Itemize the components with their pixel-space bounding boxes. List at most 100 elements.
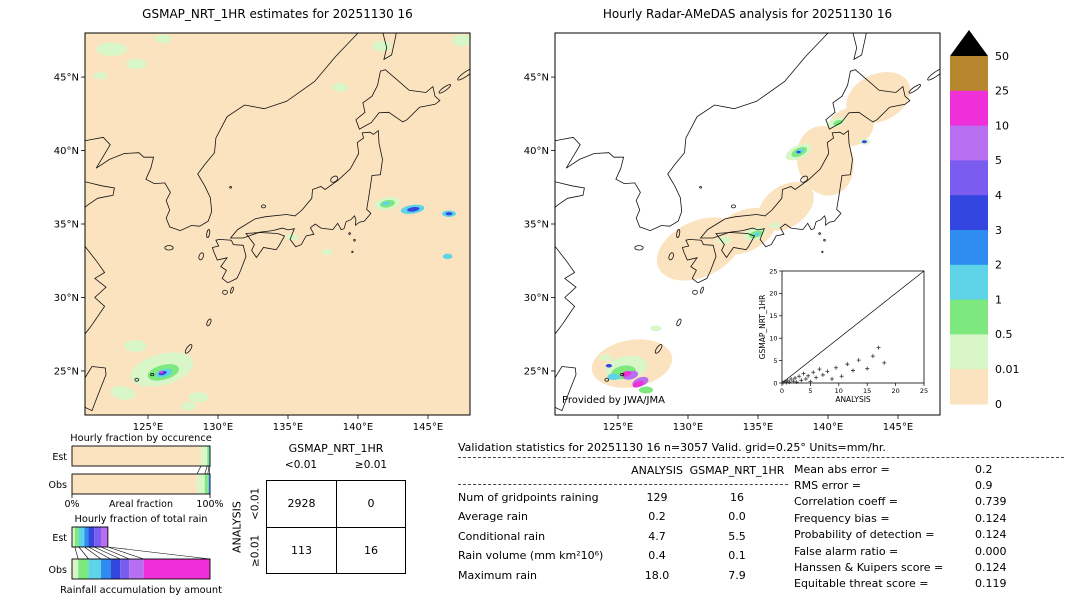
contingency-row-label-above: ≥0.01 [249, 534, 262, 567]
metric-value: 0.119 [975, 577, 1007, 591]
coastline [555, 181, 585, 208]
bar-segment-green [78, 559, 89, 579]
metric-value: 0.124 [975, 528, 1007, 542]
bar-segment-peach [72, 446, 202, 466]
lon-tick-label: 140°E [813, 422, 843, 430]
inset-y-tick-label: 25 [769, 267, 777, 275]
scatter-point [803, 376, 808, 381]
left-map-title: GSMAP_NRT_1HR estimates for 20251130 16 [142, 7, 413, 21]
colorbar-tick-label: 3 [995, 224, 1002, 237]
island-outline [692, 289, 698, 295]
radar-amedas-map-panel: 45°N 40°N 35°N 30°N 25°N 125°E 130°E 135°E 140°E… [520, 25, 950, 433]
rain-cell-blue [445, 212, 453, 216]
inset-diagonal-line [781, 270, 925, 384]
colorbar-tick-label: 2 [995, 259, 1002, 272]
colorbar-segment-magenta [950, 90, 988, 127]
inset-y-tick-label: 10 [769, 335, 777, 343]
inset-x-tick-label: 20 [891, 387, 899, 395]
coastline [555, 245, 577, 335]
scatter-point [865, 366, 870, 371]
rain-rate-colorbar: 50 25 10 5 4 3 2 1 0.5 0.01 0 [948, 28, 1078, 420]
scatter-point [820, 372, 825, 377]
colorbar-tick-label: 0.01 [995, 363, 1020, 376]
stats-column-header-row: ANALYSIS GSMAP_NRT_1HR [458, 461, 788, 481]
lon-tick-label: 125°E [133, 422, 163, 430]
bar-segment-palegreen [196, 474, 205, 494]
stats-row: Maximum rain 18.0 7.9 [458, 566, 788, 586]
stats-metrics: Mean abs error = 0.2 RMS error = 0.9 Correla… [794, 461, 1064, 592]
stats-value-analysis: 0.4 [648, 549, 666, 563]
stats-col-analysis: ANALYSIS [631, 464, 683, 478]
colorbar-segment-violet [950, 125, 988, 161]
accumulation-by-amount-label: Rainfall accumulation by amount [60, 585, 222, 596]
segment-connector [196, 465, 202, 475]
scatter-point [806, 373, 811, 378]
island-outline [604, 377, 610, 382]
rain-cell-cyan [442, 253, 453, 259]
bar-segment-palegreen [72, 527, 75, 547]
island-outline [206, 318, 212, 327]
right-map-title: Hourly Radar-AMeDAS analysis for 2025113… [602, 7, 893, 21]
stats-col-gsmap: GSMAP_NRT_1HR [689, 464, 785, 478]
island-outline [730, 204, 736, 209]
bar-segment-purple [94, 527, 101, 547]
stats-value-analysis: 4.7 [648, 529, 666, 543]
bar-segment-cyan [78, 527, 85, 547]
bar-outline [71, 473, 211, 495]
inset-x-tick-label: 15 [863, 387, 871, 395]
coastline [85, 33, 359, 232]
coastline [229, 129, 383, 248]
stats-value-analysis: 18.0 [644, 568, 670, 582]
lat-tick-label: 35°N [524, 220, 549, 231]
contingency-col-labels: <0.01 ≥0.01 [266, 459, 406, 471]
scatter-point [856, 358, 861, 363]
scatter-point [845, 362, 850, 367]
colorbar-segment-lightblue [950, 230, 988, 266]
segment-connector [107, 546, 144, 560]
map-layer [555, 33, 940, 412]
metric-label: Correlation coeff = [794, 495, 898, 509]
colorbar-tick-label: 0.5 [995, 328, 1013, 341]
island-outline [908, 84, 922, 94]
rain-cell-cyan [753, 232, 761, 237]
rain-cell-palegreen [93, 71, 108, 80]
rain-cell-palegreen [110, 386, 136, 400]
island-outline [164, 245, 174, 251]
total-rain-chart-title: Hourly fraction of total rain [74, 514, 207, 525]
rain-cell-green [833, 119, 843, 126]
contingency-cell-00: 2928 [287, 497, 316, 511]
scatter-point [876, 345, 881, 350]
metric-label: Hanssen & Kuipers score = [794, 561, 944, 575]
bar-segment-lightblue [100, 559, 111, 579]
stats-row-label: Maximum rain [458, 568, 537, 582]
lat-tick-label: 30°N [54, 293, 79, 304]
scatter-point [882, 360, 887, 365]
inset-y-axis-label: GSMAP_NRT_1HR [758, 295, 767, 360]
contingency-cell-10: 113 [267, 526, 336, 574]
island-outline [184, 344, 193, 354]
lon-tick-label: 135°E [273, 422, 303, 430]
stats-value-gsmap: 0.0 [728, 510, 746, 524]
lon-tick-label: 145°E [413, 422, 443, 430]
rain-cell-palegreen [717, 236, 732, 244]
metric-value: 0.000 [975, 544, 1007, 558]
validation-stats-panel: Validation statistics for 20251130 16 n=… [458, 441, 1064, 592]
bar-segment-blue [88, 527, 95, 547]
island-outline [438, 84, 452, 94]
coastline [211, 238, 247, 284]
island-outline [800, 175, 809, 183]
stats-value-gsmap: 7.9 [728, 568, 746, 582]
inset-y-tick-label: 15 [769, 312, 777, 320]
rain-cell-palegreen [599, 354, 613, 361]
scatter-point [817, 367, 822, 372]
scatter-point [791, 379, 796, 384]
coastline [852, 33, 867, 61]
rain-cell-palegreen [451, 34, 470, 47]
island-outline [668, 252, 674, 261]
island-outline [818, 232, 821, 235]
rain-cell-palegreen [285, 233, 299, 241]
bar-segment-peach [72, 474, 197, 494]
contingency-row-label-below: <0.01 [249, 487, 262, 520]
rain-cell-blue [605, 364, 612, 368]
